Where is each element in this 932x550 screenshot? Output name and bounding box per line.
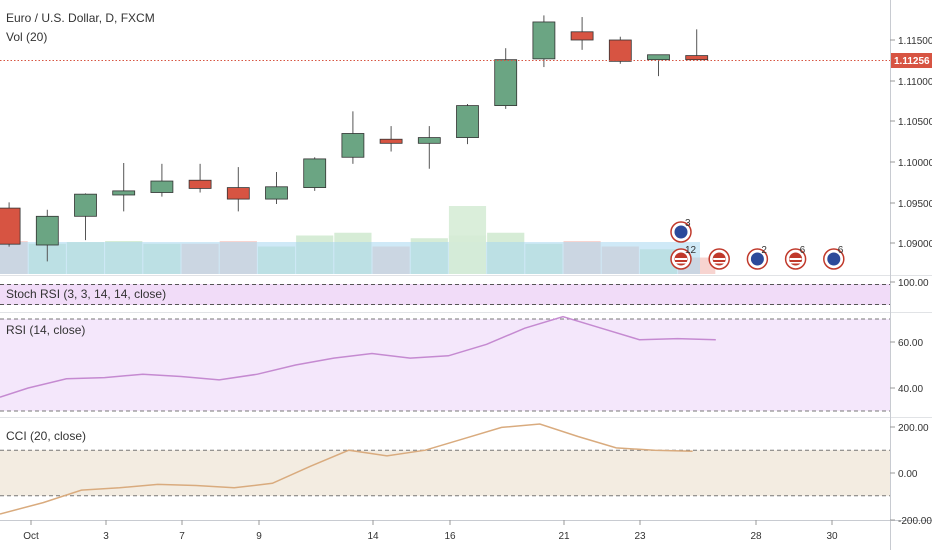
time-axis-label: 30	[826, 531, 838, 542]
cci-line[interactable]	[0, 423, 693, 515]
rsi-axis-label: 60.00	[898, 338, 923, 349]
candle[interactable]	[265, 186, 288, 200]
price-axis-label: 1.11500	[898, 36, 932, 47]
rsi-legend[interactable]: RSI (14, close)	[6, 323, 85, 337]
time-axis-label: 28	[750, 531, 762, 542]
candle[interactable]	[494, 59, 518, 106]
candle[interactable]	[685, 55, 709, 61]
flag-stripe	[675, 258, 687, 260]
time-axis-label: 9	[256, 531, 262, 542]
candle[interactable]	[341, 133, 365, 158]
candle[interactable]	[532, 21, 556, 60]
symbol-title[interactable]: Euro / U.S. Dollar, D, FXCM	[6, 11, 155, 25]
candle[interactable]	[417, 137, 441, 144]
event-count: 12	[685, 245, 697, 256]
flag-stripe	[675, 262, 687, 264]
candle[interactable]	[0, 207, 21, 245]
candle[interactable]	[112, 190, 136, 196]
flag-stripe	[789, 258, 802, 260]
volume-ma-area	[0, 242, 700, 274]
last-price-label: 1.11256	[894, 56, 930, 67]
candle[interactable]	[74, 193, 97, 217]
cci-axis-label: -200.00	[898, 516, 932, 527]
candle[interactable]	[570, 31, 594, 41]
candle[interactable]	[456, 105, 479, 138]
event-count: 2	[761, 245, 767, 256]
rsi-line[interactable]	[0, 315, 716, 398]
last-price-badge	[891, 53, 932, 69]
candle[interactable]	[35, 215, 59, 246]
price-axis-label: 1.09000	[898, 239, 932, 250]
flag-stripe	[789, 262, 802, 264]
stoch-band	[0, 284, 890, 305]
rsi-band	[0, 319, 890, 411]
cci-band	[0, 450, 890, 496]
candle[interactable]	[647, 54, 670, 61]
time-axis-label: 7	[179, 531, 185, 542]
candle[interactable]	[226, 187, 250, 200]
price-axis-label: 1.10500	[898, 117, 932, 128]
time-axis-label: 3	[103, 531, 109, 542]
cci-axis-label: 0.00	[898, 469, 918, 480]
price-axis-label: 100.00	[898, 278, 929, 289]
cci-axis-label: 200.00	[898, 423, 929, 434]
eu-flag-icon	[750, 252, 764, 266]
candle[interactable]	[150, 180, 174, 193]
candle[interactable]	[188, 179, 212, 189]
time-axis-label: 14	[367, 531, 379, 542]
price-axis-label: 1.10000	[898, 158, 932, 169]
flag-stripe	[713, 258, 726, 260]
cci-legend[interactable]: CCI (20, close)	[6, 429, 86, 443]
time-axis-label: 23	[634, 531, 646, 542]
candle[interactable]	[379, 138, 403, 144]
event-count: 6	[800, 245, 806, 256]
eu-flag-icon	[827, 252, 841, 266]
time-axis-label: Oct	[23, 531, 39, 542]
event-count: 3	[685, 218, 691, 229]
price-axis-label: 1.11000	[898, 77, 932, 88]
time-axis-label: 21	[558, 531, 570, 542]
price-pane-bg	[0, 0, 890, 275]
price-axis-label: 1.09500	[898, 199, 932, 210]
flag-stripe	[713, 262, 726, 264]
volume-bar	[448, 206, 487, 274]
time-axis-label: 16	[444, 531, 456, 542]
stoch-rsi-legend[interactable]: Stoch RSI (3, 3, 14, 14, close)	[6, 287, 166, 301]
candle[interactable]	[303, 158, 327, 188]
volume-legend[interactable]: Vol (20)	[6, 30, 47, 44]
event-count: 6	[838, 245, 844, 256]
eu-flag-icon	[674, 225, 688, 239]
rsi-axis-label: 40.00	[898, 384, 923, 395]
candle[interactable]	[608, 39, 632, 62]
